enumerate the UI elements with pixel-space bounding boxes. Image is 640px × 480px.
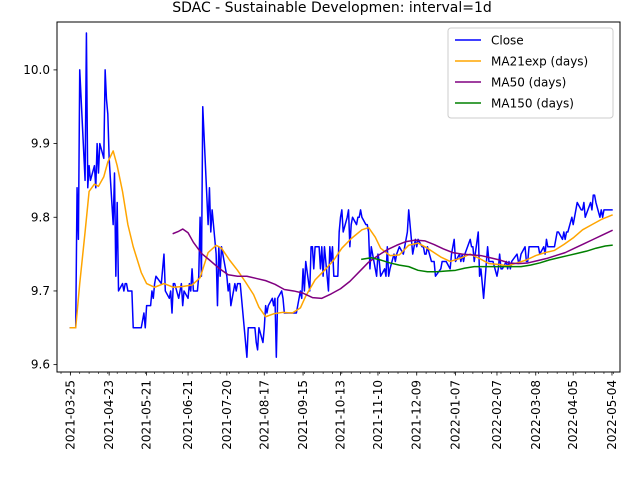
series-line-3 [361,244,613,273]
y-tick-label: 10.0 [23,63,50,77]
chart-title: SDAC - Sustainable Developmen: interval=… [172,0,492,16]
x-tick-label: 2022-04-05 [566,380,580,450]
legend-box [447,27,614,119]
y-axis: 9.6 9.7 9.8 9.9 10.0 [23,63,57,372]
y-tick-label: 9.8 [31,210,50,224]
x-tick-label: 2021-09-15 [296,380,310,450]
x-tick-label: 2021-10-13 [334,380,348,450]
x-tick-label: 2021-06-21 [181,380,195,450]
series-line-2 [172,228,613,300]
y-tick-label: 9.6 [31,358,50,372]
series-line-1 [69,150,613,329]
y-tick-label: 9.7 [31,284,50,298]
plot-frame [56,21,621,373]
x-tick-label: 2021-07-20 [220,380,234,450]
x-tick-label: 2022-02-07 [490,380,504,450]
x-tick-label: 2021-08-17 [257,380,271,450]
x-tick-label: 2022-03-08 [529,380,543,450]
x-tick-label: 2021-04-23 [102,380,116,450]
x-tick-label: 2021-05-21 [140,380,154,450]
legend-label-3: MA150 (days) [491,97,574,111]
legend-label-2: MA50 (days) [491,76,566,90]
legend: Close MA21exp (days) MA50 (days) MA150 (day… [447,27,614,119]
legend-label-0: Close [491,34,524,48]
x-tick-label: 2021-11-10 [371,380,385,450]
x-tick-label: 2021-03-25 [63,380,77,450]
x-tick-label: 2022-01-07 [449,380,463,450]
x-tick-label: 2022-05-04 [605,380,619,450]
x-axis: 2021-03-25 2021-04-23 2021-05-21 2021-06-21… [60,372,619,450]
series-layer [69,32,613,359]
y-tick-label: 9.9 [31,137,50,151]
x-tick-label: 2021-12-09 [410,380,424,450]
legend-label-1: MA21exp (days) [491,55,588,69]
series-line-0 [69,32,613,359]
